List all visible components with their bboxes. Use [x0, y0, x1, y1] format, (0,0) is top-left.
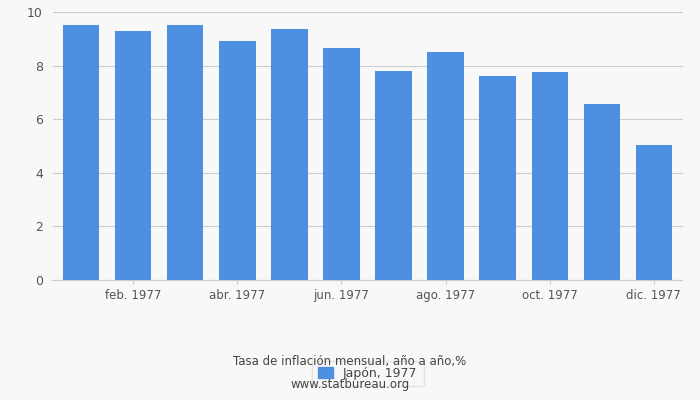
Bar: [323, 48, 360, 280]
Legend: Japón, 1977: Japón, 1977: [312, 361, 424, 386]
Bar: [428, 52, 464, 280]
Bar: [531, 72, 568, 280]
Bar: [271, 30, 307, 280]
Bar: [219, 42, 256, 280]
Bar: [167, 25, 204, 280]
Text: www.statbureau.org: www.statbureau.org: [290, 378, 410, 391]
Bar: [63, 25, 99, 280]
Bar: [584, 104, 620, 280]
Bar: [375, 71, 412, 280]
Bar: [480, 76, 516, 280]
Text: Tasa de inflación mensual, año a año,%: Tasa de inflación mensual, año a año,%: [233, 356, 467, 368]
Bar: [636, 145, 672, 280]
Bar: [115, 31, 151, 280]
